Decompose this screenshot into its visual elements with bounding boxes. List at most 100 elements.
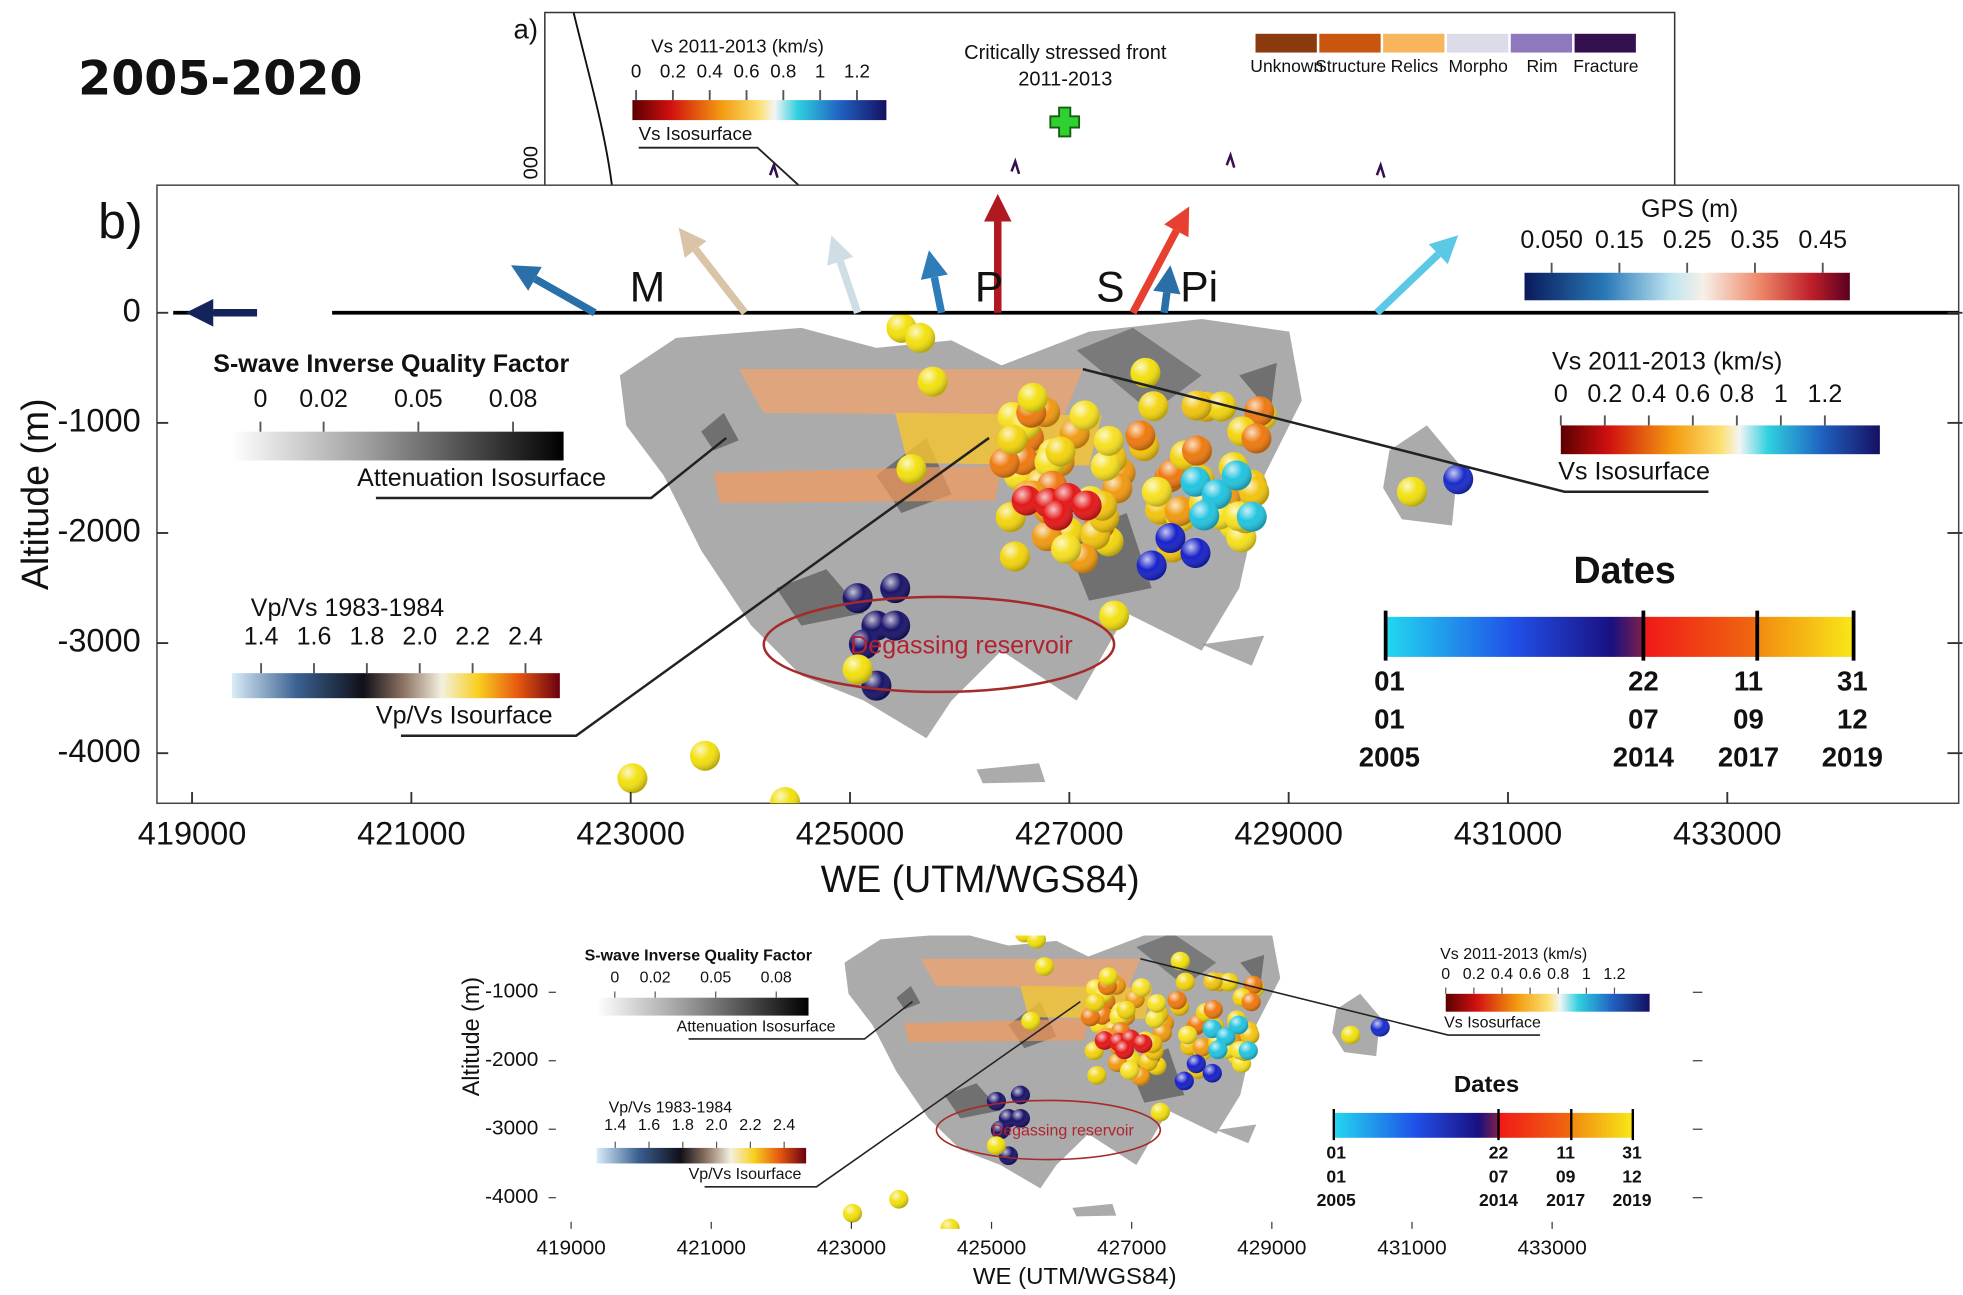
colorbar-tick-label: 0.08 <box>761 970 792 987</box>
event-shading <box>1094 426 1124 456</box>
legend-swatch <box>1319 34 1380 53</box>
event-shading <box>1239 1041 1258 1060</box>
colorbar <box>632 100 886 120</box>
colorbar-title: S-wave Inverse Quality Factor <box>585 948 812 965</box>
colorbar-tick-label: 0.050 <box>1520 226 1583 254</box>
event-shading <box>1045 437 1075 467</box>
event-shading <box>1189 500 1219 530</box>
legend-label: Structure <box>1315 56 1386 76</box>
dates-label: 01 <box>1374 704 1405 735</box>
colorbar-title: Vs 2011-2013 (km/s) <box>651 35 824 56</box>
dates-label: 01 <box>1374 665 1405 696</box>
event-shading <box>770 787 800 817</box>
legend-label: Unknown <box>1250 56 1323 76</box>
y-tick-label: -3000 <box>58 623 141 659</box>
colorbar-caption: Vs Isosurface <box>1444 1015 1541 1032</box>
event-shading <box>1021 1012 1040 1031</box>
event-shading <box>1371 1018 1390 1037</box>
colorbar <box>232 673 560 698</box>
event-shading <box>1397 477 1427 507</box>
event-shading <box>1142 477 1172 507</box>
x-tick-label: 429000 <box>1234 815 1343 851</box>
dates-label: 2017 <box>1718 742 1779 773</box>
dates-label: 2019 <box>1822 742 1883 773</box>
dates-label: 01 <box>1326 1143 1346 1163</box>
dates-label: 07 <box>1628 704 1659 735</box>
event-shading <box>1133 1034 1152 1053</box>
colorbar-tick-label: 0.4 <box>1491 966 1513 983</box>
legend-swatch <box>1575 34 1636 53</box>
event-shading <box>1175 1072 1194 1091</box>
event-shading <box>1000 541 1030 571</box>
colorbar-tick-label: 0.8 <box>1547 966 1569 983</box>
dates-label: 31 <box>1622 1143 1642 1163</box>
colorbar-tick-label: 0 <box>631 61 641 82</box>
colorbar-tick-label: 0.8 <box>770 61 796 82</box>
x-tick-label: 431000 <box>1377 1237 1446 1260</box>
x-tick-label: 421000 <box>677 1237 746 1260</box>
colorbar-caption: Vp/Vs Isourface <box>376 702 553 730</box>
legend-label: Relics <box>1391 56 1439 76</box>
y-tick-label: -2000 <box>485 1048 538 1071</box>
event-shading <box>1443 464 1473 494</box>
event-shading <box>1099 601 1129 631</box>
legend-swatch <box>1256 34 1317 53</box>
dates-label: 2005 <box>1317 1190 1356 1210</box>
event-shading <box>1229 1016 1248 1035</box>
x-tick-label: 433000 <box>1673 815 1782 851</box>
event-shading <box>1099 967 1118 986</box>
event-shading <box>1242 993 1261 1012</box>
colorbar <box>597 998 809 1016</box>
event-shading <box>1115 1041 1134 1060</box>
dates-bar <box>1571 1113 1633 1138</box>
event-shading <box>1137 551 1167 581</box>
event-shading <box>997 425 1027 455</box>
colorbar-tick-label: 0 <box>253 385 267 413</box>
colorbar-tick-label: 0.02 <box>299 385 348 413</box>
colorbar-tick-label: 1 <box>815 61 825 82</box>
dates-bar <box>1643 617 1757 657</box>
colorbar-tick-label: 1.2 <box>844 61 870 82</box>
colorbar-tick-label: 0.45 <box>1798 226 1847 254</box>
colorbar-tick-label: 1.4 <box>604 1117 626 1134</box>
event-shading <box>1167 991 1186 1010</box>
event-shading <box>1155 523 1185 553</box>
x-tick-label: 421000 <box>357 815 466 851</box>
colorbar-tick-label: 0.4 <box>1631 380 1666 408</box>
event-shading <box>690 741 720 771</box>
colorbar-tick-label: 2.2 <box>455 623 490 651</box>
event-shading <box>1208 1041 1227 1060</box>
colorbar-tick-label: 0 <box>1554 380 1568 408</box>
colorbar-tick-label: 2.4 <box>508 623 543 651</box>
page: {"title": "2005-2020", "panel_a": {"labe… <box>0 0 1963 1295</box>
dates-label: 12 <box>1622 1167 1642 1187</box>
event-shading <box>1182 436 1212 466</box>
event-shading <box>918 367 948 397</box>
event-shading <box>1070 400 1100 430</box>
colorbar-tick-label: 1.8 <box>672 1117 694 1134</box>
dates-label: 12 <box>1837 704 1868 735</box>
annotation: 2011-2013 <box>1018 68 1112 90</box>
event-shading <box>1203 1064 1222 1083</box>
dates-bar <box>1499 1113 1572 1138</box>
colorbar-tick-label: 0 <box>1441 966 1450 983</box>
x-tick-label: 429000 <box>1237 1237 1306 1260</box>
colorbar <box>232 432 564 461</box>
dates-label: 2019 <box>1612 1190 1651 1210</box>
colorbar-tick-label: 0.35 <box>1731 226 1780 254</box>
dates-label: 2017 <box>1546 1190 1585 1210</box>
vent-label: M <box>630 264 665 312</box>
event-shading <box>1116 1001 1135 1020</box>
dates-label: 2005 <box>1359 742 1420 773</box>
event-shading <box>1241 423 1271 453</box>
x-tick-label: 425000 <box>796 815 905 851</box>
event-shading <box>1204 1000 1223 1019</box>
dates-label: 11 <box>1556 1143 1575 1163</box>
colorbar-caption: Attenuation Isosurface <box>677 1019 836 1036</box>
x-tick-label: 425000 <box>957 1237 1026 1260</box>
colorbar-caption: Vs Isosurface <box>1558 458 1710 486</box>
colorbar-tick-label: 0.05 <box>700 970 731 987</box>
colorbar-tick-label: 0.6 <box>733 61 759 82</box>
colorbar-tick-label: 1 <box>1774 380 1788 408</box>
y-tick-fragment: 000 <box>521 146 543 179</box>
